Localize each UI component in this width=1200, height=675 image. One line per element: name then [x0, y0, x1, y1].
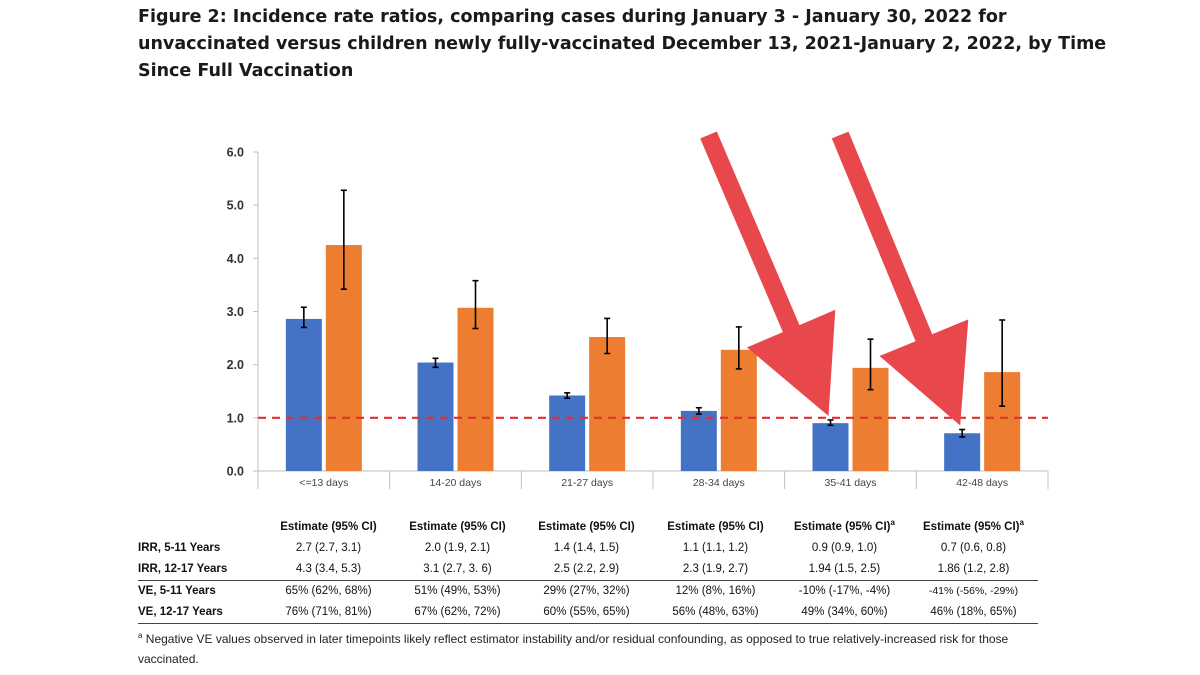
y-tick-label: 2.0 [227, 358, 244, 372]
table-cell: 1.86 (1.2, 2.8) [937, 563, 1010, 575]
table-cell: 0.7 (0.6, 0.8) [940, 542, 1007, 554]
row-label: VE, 12-17 Years [138, 602, 264, 624]
table-cell: 67% (62%, 72%) [392, 602, 522, 624]
table-cell: 29% (27%, 32%) [521, 580, 651, 602]
table-cell: 2.3 (1.9, 2.7) [682, 563, 749, 575]
table-cell: 1.4 (1.4, 1.5) [553, 542, 620, 554]
y-tick-label: 3.0 [227, 305, 244, 319]
bar [549, 395, 586, 471]
x-tick-label: 14-20 days [430, 477, 482, 489]
table-header: Estimate (95% CI) [667, 520, 764, 533]
table-row: IRR, 12-17 Years 4.3 (3.4, 5.3) 3.1 (2.7… [138, 559, 1038, 581]
annotation-arrow [700, 131, 836, 416]
row-label: IRR, 5-11 Years [138, 542, 221, 554]
x-tick-label: 42-48 days [956, 477, 1008, 489]
table-header: Estimate (95% CI) [280, 520, 377, 533]
bar [285, 318, 322, 471]
figure-title: Figure 2: Incidence rate ratios, compari… [138, 7, 1107, 81]
x-tick-label: <=13 days [299, 477, 348, 489]
bar [812, 423, 849, 471]
table-cell: 2.7 (2.7, 3.1) [295, 542, 362, 554]
table-cell: 3.1 (2.7, 3. 6) [423, 563, 492, 575]
table-header: Estimate (95% CI)a [923, 517, 1024, 533]
table-cell: 1.94 (1.5, 2.5) [808, 563, 881, 575]
table-header-row: Estimate (95% CI) Estimate (95% CI) Esti… [138, 516, 1038, 538]
table-cell: 65% (62%, 68%) [263, 580, 393, 602]
table-cell: 4.3 (3.4, 5.3) [295, 563, 362, 575]
table-cell: 49% (34%, 60%) [779, 602, 909, 624]
annotation-arrow [831, 131, 969, 426]
x-tick-label: 21-27 days [561, 477, 613, 489]
table-cell: 12% (8%, 16%) [650, 580, 780, 602]
table-cell: 0.9 (0.9, 1.0) [811, 542, 878, 554]
table-header: Estimate (95% CI) [538, 520, 635, 533]
bar [680, 410, 717, 471]
y-tick-label: 4.0 [227, 252, 244, 266]
y-tick-label: 1.0 [227, 411, 244, 425]
row-label: IRR, 12-17 Years [138, 563, 228, 575]
table-header: Estimate (95% CI)a [793, 517, 895, 533]
bar [457, 307, 494, 471]
row-label: VE, 5-11 Years [138, 580, 264, 602]
table-cell: 60% (55%, 65%) [521, 602, 651, 624]
y-tick-label: 0.0 [227, 465, 244, 479]
footnote-text: Negative VE values observed in later tim… [138, 632, 1009, 666]
table-row: VE, 5-11 Years 65% (62%, 68%) 51% (49%, … [138, 580, 1038, 602]
bar [944, 433, 981, 471]
y-tick-label: 5.0 [227, 199, 244, 213]
table-cell: 2.5 (2.2, 2.9) [553, 563, 620, 575]
footnote: a Negative VE values observed in later t… [138, 626, 1038, 669]
table-cell: 76% (71%, 81%) [263, 602, 393, 624]
table-cell: 46% (18%, 65%) [908, 602, 1038, 624]
bar [417, 362, 454, 471]
estimates-table: Estimate (95% CI) Estimate (95% CI) Esti… [138, 516, 1038, 624]
x-tick-label: 28-34 days [693, 477, 745, 489]
bar [589, 337, 626, 471]
table-row: IRR, 5-11 Years 2.7 (2.7, 3.1) 2.0 (1.9,… [138, 538, 1038, 559]
table-row: VE, 12-17 Years 76% (71%, 81%) 67% (62%,… [138, 602, 1038, 624]
y-tick-label: 6.0 [227, 146, 244, 160]
table-cell: 51% (49%, 53%) [392, 580, 522, 602]
table-cell: 56% (48%, 63%) [650, 602, 780, 624]
x-tick-label: 35-41 days [825, 477, 877, 489]
table-cell: -41% (-56%, -29%) [908, 580, 1038, 602]
table-cell: 2.0 (1.9, 2.1) [424, 542, 491, 554]
table-header: Estimate (95% CI) [409, 520, 506, 533]
table-corner [138, 516, 264, 538]
table-cell: 1.1 (1.1, 1.2) [682, 542, 749, 554]
bar [720, 349, 757, 471]
table-cell: -10% (-17%, -4%) [779, 580, 909, 602]
footnote-marker: a [138, 631, 143, 640]
